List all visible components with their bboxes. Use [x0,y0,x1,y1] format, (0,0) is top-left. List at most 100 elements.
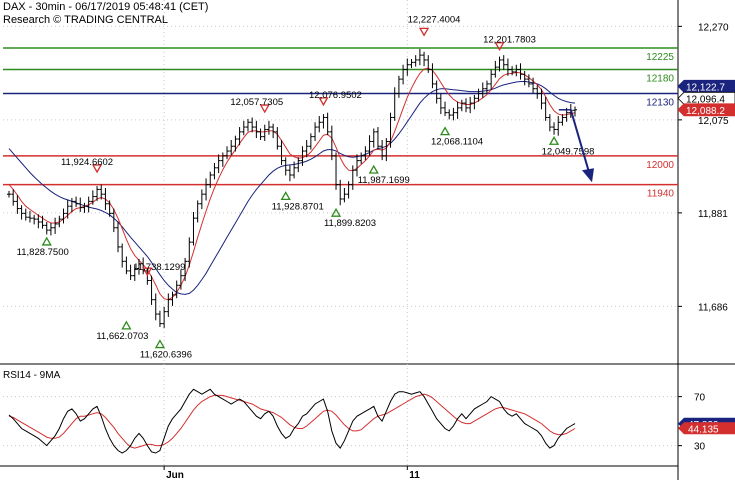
price-bar [178,269,183,290]
price-bar [36,214,41,229]
price-bar [501,55,506,71]
price-bar [95,186,100,201]
swing-low-marker [368,164,379,174]
price-bar [329,125,334,161]
price-bar [522,70,527,86]
price-bar [65,199,70,219]
price-bar [422,51,427,67]
price-bar [426,55,431,73]
price-bar [204,178,209,201]
price-bar [170,291,175,306]
price-tick-label: 12,270 [698,22,729,33]
price-bar [497,56,502,72]
swing-price-label: 12,076.9502 [309,90,362,101]
price-bar [300,146,305,166]
price-bar [342,187,347,203]
price-bar [350,165,355,190]
price-bar [107,200,112,217]
swing-low-marker [330,207,342,217]
price-tag-box [677,91,735,105]
price-bar [199,189,204,210]
price-bar [283,157,288,176]
price-bar [53,217,58,234]
swing-high-marker [494,42,505,52]
price-bar [451,107,456,121]
price-bar [292,161,297,179]
price-bar [69,198,74,213]
forecast-arrow-head [582,168,594,183]
rsi-tag-label: 44.135 [688,424,719,435]
swing-high-marker [259,104,270,114]
price-bar [262,124,267,141]
price-bar [409,58,414,69]
price-bar [40,215,45,229]
level-label: 12000 [646,160,674,171]
chart-title: DAX - 30min - 06/17/2019 05:48:41 (CET) [3,1,209,13]
price-bar [74,196,79,208]
moving-average-short [8,67,576,301]
swing-price-label: 11,924.6602 [61,157,113,168]
price-bar [359,152,364,164]
price-bar [90,190,95,205]
price-bar [296,157,301,173]
price-bar [266,120,271,135]
price-tick-label: 11,881 [698,209,728,220]
price-bar [430,63,435,89]
price-bar [480,82,485,98]
price-bar [346,181,351,199]
price-tag-label: 12,088.2 [686,106,725,117]
price-bar [539,88,544,110]
price-bar [317,116,322,133]
date-label: 11 [409,470,420,480]
price-bar [384,138,389,162]
price-bar [363,146,368,161]
price-bar [103,187,108,211]
price-bar [258,128,263,141]
price-bar [15,195,20,214]
price-bar [375,127,380,150]
price-bar [392,87,397,121]
price-bar [166,293,171,317]
price-bar [413,55,418,67]
price-bar [405,58,410,76]
price-bar [556,116,561,136]
swing-high-marker [318,97,329,107]
swing-low-marker [121,320,132,330]
price-bar [27,210,32,223]
price-bar [531,77,536,94]
price-bar [229,140,234,156]
swing-price-label: 11,620.6396 [140,350,192,361]
price-bar [271,123,276,139]
price-bar [552,122,557,135]
price-bar [476,88,481,102]
rsi-line [8,388,576,454]
price-bar [136,258,141,275]
rsi-moving-average [8,393,576,449]
price-bar [254,120,259,139]
level-label: 11940 [647,189,675,200]
price-tag-box [677,103,735,117]
price-bar [216,154,221,174]
price-bar [459,99,464,112]
rsi-tick-label: 30 [694,442,706,453]
price-bar [484,80,489,94]
price-bar [208,171,213,188]
price-bar [526,74,531,88]
price-tag-label: 12,122.7 [686,82,725,93]
price-bar [124,256,129,275]
price-bar [510,66,515,76]
price-bar [191,211,196,246]
swing-low-marker [280,191,291,201]
price-bar [434,80,439,104]
price-bar [493,60,498,78]
price-bar [19,205,24,220]
price-bar [157,310,162,327]
swing-high-marker [91,164,103,174]
price-bar [44,221,49,235]
price-bar [313,122,318,141]
price-bar [573,106,577,117]
price-bar [417,48,422,66]
level-label: 12130 [646,97,674,108]
price-bar [250,117,255,133]
price-bar [367,135,372,157]
